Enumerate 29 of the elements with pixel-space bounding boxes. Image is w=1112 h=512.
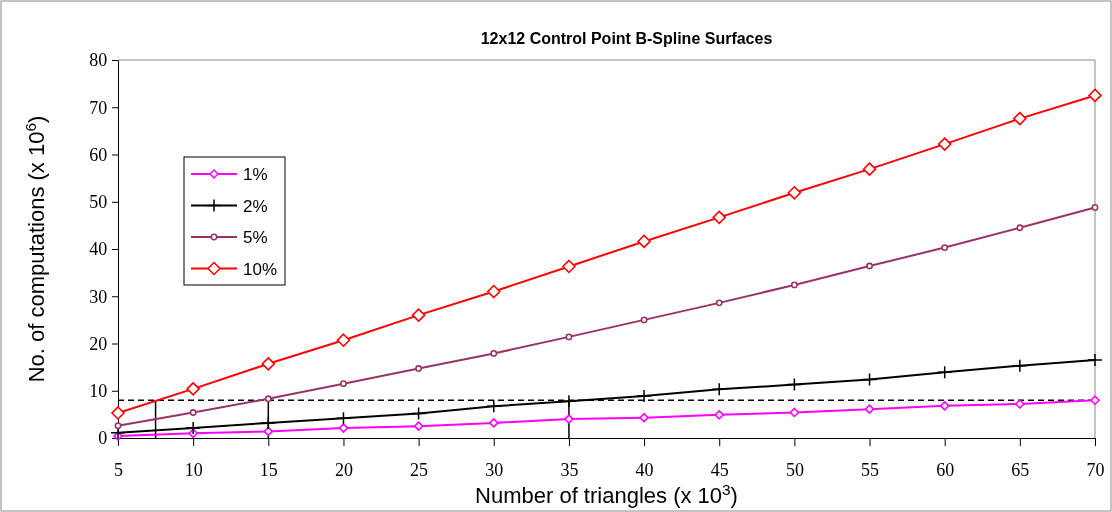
- legend-label: 2%: [243, 196, 268, 216]
- legend-label: 5%: [243, 228, 268, 247]
- chart-title: 12x12 Control Point B-Spline Surfaces: [480, 30, 773, 47]
- x-axis-title: Number of triangles (x 10$^{3}$): [475, 480, 738, 508]
- x-tick-label: 30: [485, 460, 504, 480]
- x-tick-label: 55: [861, 460, 880, 480]
- legend-label: 1%: [243, 165, 268, 184]
- y-tick-label: 60: [89, 144, 108, 165]
- x-tick-label: 5: [114, 460, 123, 480]
- x-tick-label: 70: [1086, 460, 1105, 480]
- y-tick-label: 0: [98, 428, 108, 449]
- y-tick-label: 40: [89, 239, 108, 260]
- x-tick-label: 15: [259, 460, 278, 480]
- x-tick-label: 60: [936, 460, 955, 480]
- y-tick-label: 20: [89, 333, 108, 354]
- legend-label: 10%: [243, 259, 278, 279]
- x-tick-label: 10: [184, 460, 203, 480]
- x-tick-label: 20: [334, 460, 353, 480]
- y-tick-label: 30: [89, 286, 108, 307]
- y-tick-label: 70: [89, 97, 108, 118]
- y-tick-label: 50: [89, 192, 108, 213]
- y-tick-label: 10: [89, 381, 108, 402]
- x-tick-label: 35: [560, 460, 579, 480]
- x-tick-label: 25: [410, 460, 429, 480]
- x-tick-label: 50: [785, 460, 804, 480]
- x-tick-label: 40: [635, 460, 654, 480]
- x-tick-label: 45: [710, 460, 729, 480]
- x-tick-label: 65: [1011, 460, 1030, 480]
- y-tick-label: 80: [89, 50, 108, 71]
